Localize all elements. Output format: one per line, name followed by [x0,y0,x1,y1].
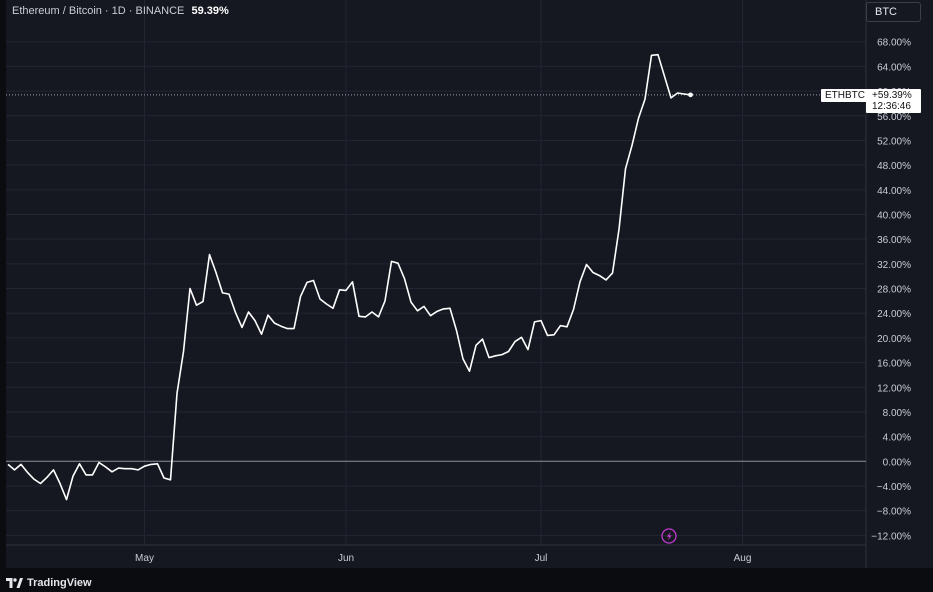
y-tick-label: 56.00% [877,112,911,123]
y-tick-label: 4.00% [883,433,911,444]
bar-countdown: 12:36:46 [872,100,911,112]
tradingview-logo[interactable]: TradingView [6,577,92,589]
y-tick-label: 12.00% [877,383,911,394]
y-tick-label: 40.00% [877,211,911,222]
tradingview-logo-icon [6,578,23,588]
y-tick-label: 68.00% [877,38,911,49]
y-tick-label: 36.00% [877,235,911,246]
y-tick-label: 32.00% [877,260,911,271]
y-tick-label: 20.00% [877,334,911,345]
y-axis-labels: 68.00%64.00%60.00%56.00%52.00%48.00%44.0… [871,38,911,543]
y-tick-label: −8.00% [877,507,911,518]
symbol-title: Ethereum / Bitcoin · 1D · BINANCE [12,5,185,17]
x-tick-label: Jun [338,553,354,564]
y-tick-label: 0.00% [883,457,911,468]
footer-bar [0,568,933,592]
currency-button[interactable]: BTC [866,2,921,22]
x-tick-label: Jul [535,553,548,564]
last-price-value: +59.39% [872,89,912,101]
y-tick-label: −4.00% [877,482,911,493]
last-price-dot [688,92,693,98]
y-tick-label: 64.00% [877,62,911,73]
y-tick-label: 8.00% [883,408,911,419]
vertical-gridlines [144,0,743,545]
x-tick-label: Aug [734,553,752,564]
change-percent: 59.39% [191,5,229,17]
x-axis-labels: May Jun Jul Aug [135,553,751,564]
chart-frame [6,0,933,592]
event-icon[interactable] [661,528,677,544]
y-tick-label: 44.00% [877,186,911,197]
y-tick-label: −12.00% [871,531,911,542]
symbol-price-tag: ETHBTC [821,88,869,102]
y-tick-label: 48.00% [877,161,911,172]
x-tick-label: May [135,553,154,564]
y-tick-label: 52.00% [877,136,911,147]
brand-name: TradingView [27,577,92,589]
y-tick-label: 16.00% [877,359,911,370]
last-price-tag: +59.39% 12:36:46 [866,88,921,113]
y-tick-label: 28.00% [877,285,911,296]
series-line-ethbtc [7,53,691,501]
symbol-header[interactable]: Ethereum / Bitcoin · 1D · BINANCE 59.39% [12,5,229,17]
y-tick-label: 24.00% [877,309,911,320]
